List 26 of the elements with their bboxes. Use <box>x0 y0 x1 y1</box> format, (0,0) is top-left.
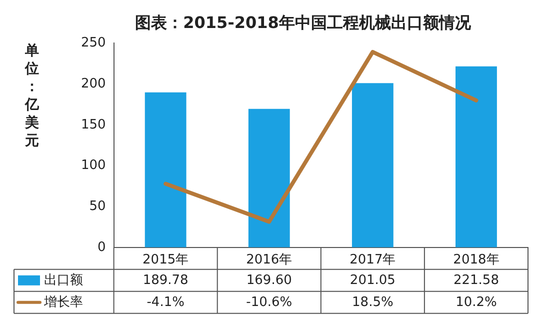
legend-label: 增长率 <box>43 294 83 310</box>
y-tick-label: 50 <box>89 198 106 214</box>
data-label: 169.60 <box>246 272 292 288</box>
y-tick-label: 100 <box>80 158 106 174</box>
data-label: 201.05 <box>350 272 396 288</box>
x-tick-label: 2016年 <box>246 252 292 268</box>
data-label: 189.78 <box>142 272 188 288</box>
data-label: 18.5% <box>352 294 394 310</box>
bar <box>248 108 290 248</box>
y-tick-label: 0 <box>98 240 106 255</box>
y-tick-label: 200 <box>80 76 106 92</box>
x-tick-label: 2015年 <box>142 252 189 268</box>
data-label: 10.2% <box>456 294 497 310</box>
x-tick-label: 2017年 <box>350 252 396 268</box>
data-label: -10.6% <box>246 294 292 310</box>
bar <box>144 92 186 248</box>
bar <box>352 83 394 248</box>
x-tick-label: 2018年 <box>453 252 500 268</box>
data-label: 221.58 <box>453 272 499 288</box>
legend-label: 出口额 <box>44 272 83 288</box>
y-tick-label: 150 <box>80 117 106 132</box>
chart-title: 图表：2015-2018年中国工程机械出口额情况 <box>135 12 472 32</box>
y-tick-label: 250 <box>80 36 106 51</box>
y-axis-title: 单位：亿美元 <box>24 42 40 149</box>
bar <box>456 66 497 248</box>
data-label: -4.1% <box>146 294 184 310</box>
